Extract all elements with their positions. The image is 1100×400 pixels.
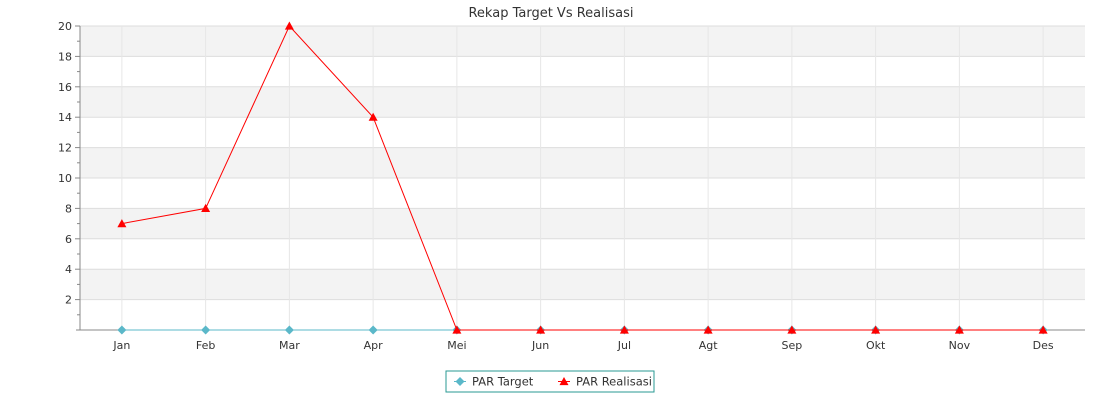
y-tick-label: 6 [65,233,72,246]
y-tick-label: 18 [58,50,72,63]
data-point [619,325,629,334]
data-point [954,325,964,334]
x-tick-label: Apr [364,339,384,352]
x-tick-label: Jun [531,339,549,352]
x-tick-label: Jul [617,339,631,352]
data-point [284,325,294,335]
legend-box [445,370,655,393]
diamond-marker-icon [455,377,465,386]
data-point [117,325,127,335]
legend-label: PAR Realisasi [576,375,652,389]
x-axis-ticks: Jan Feb Mar Apr Mei Jun Jul Agt Sep Okt Nov Des [112,330,1054,352]
data-point [284,21,294,30]
x-tick-label: Mei [447,339,466,352]
data-point [703,325,713,334]
data-point [871,325,881,334]
x-tick-label: Nov [949,339,971,352]
grid-band [80,208,1085,239]
grid-band [80,147,1085,178]
data-point [368,112,378,121]
legend-label: PAR Target [472,375,534,389]
x-tick-label: Okt [866,339,886,352]
x-tick-label: Mar [279,339,300,352]
x-tick-label: Jan [112,339,130,352]
y-tick-label: 10 [58,172,72,185]
legend-item: PAR Realisasi [558,375,652,389]
series-layer [117,21,1048,335]
triangle-marker-icon [559,377,569,386]
y-tick-label: 8 [65,202,72,215]
grid-band [80,269,1085,300]
x-tick-label: Feb [196,339,215,352]
chart-title: Rekap Target Vs Realisasi [468,6,633,21]
y-tick-label: 16 [58,81,72,94]
grid-band [80,86,1085,118]
y-tick-label: 2 [65,294,72,307]
legend-item: PAR Target [454,375,534,389]
data-point [368,325,378,335]
x-tick-label: Sep [782,339,803,352]
x-tick-label: Agt [699,339,719,352]
data-point [201,203,211,212]
series-line [121,25,1044,331]
y-tick-label: 20 [58,20,72,33]
data-point [452,325,462,334]
y-axis-ticks: 2 4 6 8 10 12 14 16 18 20 [58,20,80,316]
data-point [536,325,546,334]
grid-band [80,26,1085,57]
y-tick-label: 14 [58,111,72,124]
y-tick-label: 12 [58,142,72,155]
data-point [117,219,127,228]
x-tick-label: Des [1033,339,1054,352]
data-point [1038,325,1048,334]
y-tick-label: 4 [65,263,72,276]
series-par-realisasi [117,21,1048,334]
grid-lines [80,25,1085,330]
data-point [787,325,797,334]
data-point [201,325,211,335]
legend: PAR Target PAR Realisasi [445,370,655,393]
plot-bands [80,26,1085,300]
